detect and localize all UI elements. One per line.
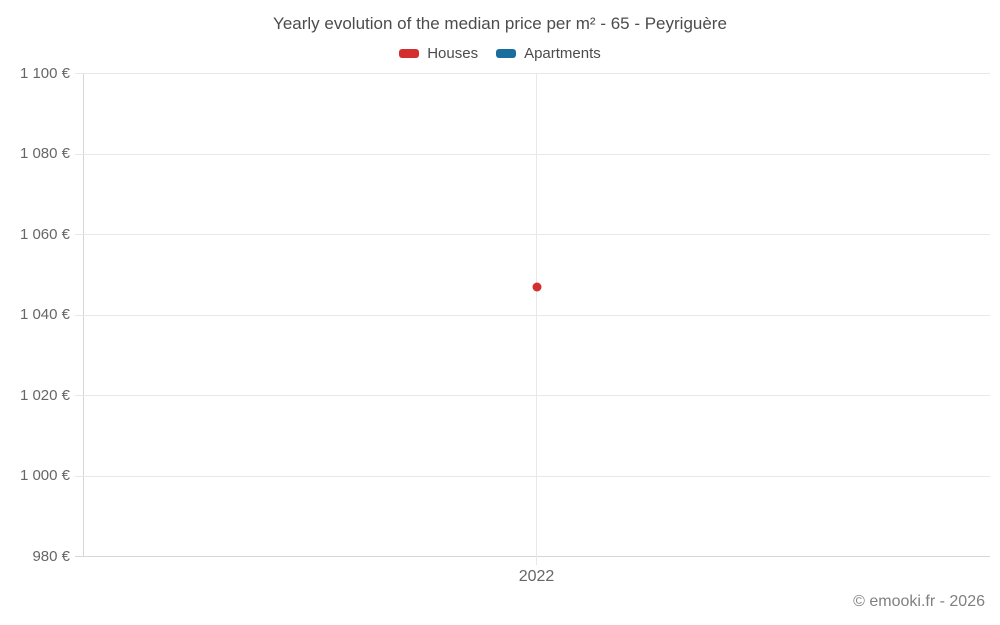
y-gridline (75, 314, 990, 316)
y-gridline (75, 234, 990, 235)
y-gridline (75, 556, 990, 557)
y-tick-label: 1 060 € (19, 225, 70, 243)
y-gridline (75, 153, 990, 155)
legend-label-apartments: Apartments (524, 45, 601, 62)
x-gridline (536, 73, 537, 565)
chart-title: Yearly evolution of the median price per… (273, 14, 727, 33)
y-tick-label: 1 100 € (19, 64, 70, 82)
y-tick-label: 980 € (32, 547, 70, 565)
copyright-text: © emooki.fr - 2026 (853, 593, 985, 610)
y-gridline (75, 475, 990, 477)
y-gridline (75, 395, 990, 396)
y-gridline (75, 73, 990, 74)
houses-series-swatch (399, 49, 420, 58)
y-tick-label: 1 000 € (19, 467, 70, 485)
chart-legend: Houses Apartments (0, 45, 1000, 62)
y-tick-label: 1 080 € (19, 145, 70, 163)
y-tick-label: 1 020 € (19, 386, 70, 404)
data-point-houses[interactable] (532, 282, 541, 292)
legend-item-houses[interactable]: Houses (399, 45, 478, 62)
apartments-series-swatch (496, 49, 517, 58)
legend-label-houses: Houses (427, 45, 479, 62)
y-tick-label: 1 040 € (19, 306, 70, 324)
legend-item-apartments[interactable]: Apartments (496, 45, 601, 62)
x-tick-label: 2022 (518, 568, 555, 585)
